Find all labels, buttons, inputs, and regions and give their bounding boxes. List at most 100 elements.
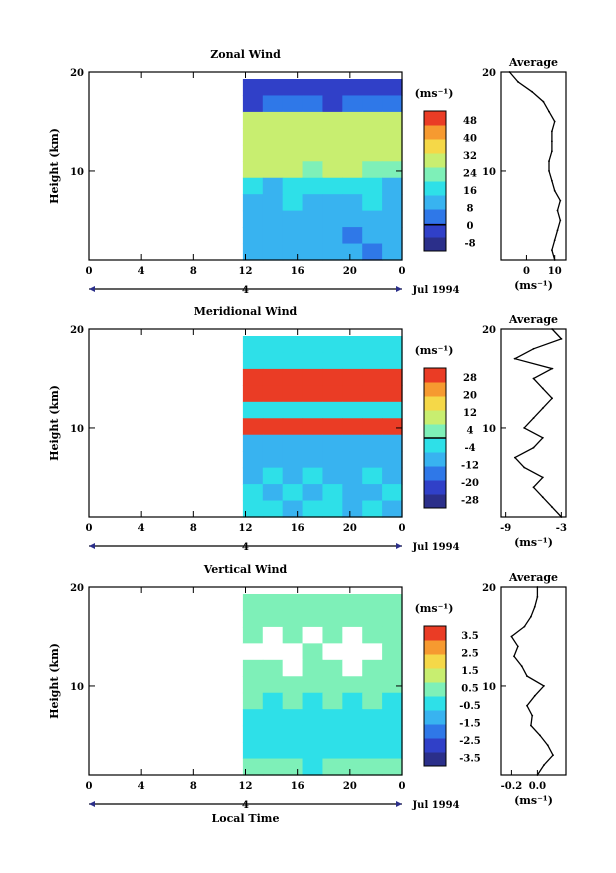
heatmap-cell [262, 418, 284, 436]
heatmap-cell [322, 352, 343, 370]
heatmap-cell [262, 709, 284, 727]
heatmap-cell [302, 610, 324, 628]
colorbar-band [424, 466, 446, 481]
x-tick-label: 4 [138, 266, 145, 277]
x-tick-label: 0 [86, 266, 93, 277]
profile-point [517, 81, 519, 83]
heatmap-cell [302, 692, 324, 710]
heatmap-cell [262, 368, 284, 386]
profile-point [530, 724, 532, 727]
heatmap-cell [342, 336, 363, 354]
heatmap-cell [342, 676, 363, 694]
heatmap-cell [282, 725, 304, 743]
heatmap-cell [382, 144, 403, 162]
profile-y-tick-label: 20 [482, 68, 496, 79]
heatmap-cell [242, 111, 264, 129]
heatmap-cell [362, 434, 383, 452]
heatmap-cell [262, 643, 284, 661]
heatmap-cell [342, 742, 363, 760]
x-tick-label: 0 [399, 523, 406, 534]
heatmap-cell [362, 144, 383, 162]
heatmap [242, 336, 403, 518]
heatmap-cell [242, 676, 264, 694]
profile-point [541, 476, 544, 479]
colorbar-band [424, 153, 446, 168]
heatmap-cell [322, 758, 343, 776]
heatmap-cell [322, 336, 343, 354]
colorbar-tick-label: -20 [461, 478, 479, 489]
profile-point [551, 130, 553, 133]
profile-point [551, 179, 553, 182]
heatmap-cell [322, 594, 343, 612]
heatmap-cell [242, 243, 264, 261]
heatmap-cell [242, 401, 264, 419]
date-bar-arrow [396, 543, 402, 549]
heatmap-cell [302, 484, 324, 502]
colorbar-band [424, 223, 446, 238]
colorbar-tick-label: 48 [463, 116, 477, 127]
profile-point [541, 496, 544, 499]
heatmap-cell [302, 500, 324, 518]
profile-x-tick-label: 0.0 [529, 781, 546, 792]
heatmap-cell [302, 79, 324, 97]
profile-point [536, 586, 539, 588]
heatmap-cell [342, 594, 363, 612]
heatmap-cell [282, 610, 304, 628]
heatmap-cell [322, 643, 343, 661]
heatmap-cell [302, 643, 324, 661]
date-bar-arrow [89, 543, 95, 549]
heatmap-cell [282, 500, 304, 518]
heatmap-cell [282, 418, 304, 436]
profile-point [533, 605, 536, 608]
colorbar-band [424, 480, 446, 495]
heatmap-cell [302, 742, 324, 760]
heatmap-cell [262, 79, 284, 97]
heatmap-cell [262, 451, 284, 469]
heatmap-cell [322, 434, 343, 452]
colorbar-tick-label: -28 [461, 495, 479, 506]
heatmap-cell [342, 434, 363, 452]
colorbar-tick-label: 16 [463, 186, 477, 197]
profile-point [531, 90, 533, 93]
heatmap-cell [302, 451, 324, 469]
heatmap-cell [322, 676, 343, 694]
heatmap-cell [302, 227, 324, 245]
heatmap-cell [262, 594, 284, 612]
heatmap-cell [342, 610, 363, 628]
profile-point [551, 397, 553, 400]
profile-point [532, 377, 535, 380]
profile-frame [500, 328, 567, 518]
colorbar-band [424, 452, 446, 467]
heatmap-cell [362, 227, 383, 245]
heatmap-cell [242, 144, 264, 162]
heatmap-cell [322, 144, 343, 162]
heatmap-cell [362, 95, 383, 113]
heatmap-cell [362, 725, 383, 743]
profile-point [559, 219, 562, 222]
heatmap-cell [262, 227, 284, 245]
colorbar-band [424, 668, 446, 683]
heatmap-cell [382, 742, 403, 760]
heatmap-cell [342, 643, 363, 661]
heatmap-cell [302, 144, 324, 162]
heatmap-cell [382, 610, 403, 628]
profile-point [541, 407, 544, 410]
heatmap-cell [302, 210, 324, 228]
heatmap-cell [322, 418, 343, 436]
x-axis-label: Local Time [212, 812, 280, 825]
heatmap-cell [282, 79, 304, 97]
heatmap-cell [362, 177, 383, 195]
heatmap-cell [282, 709, 304, 727]
heatmap-cell [382, 111, 403, 129]
profile-point [541, 436, 544, 439]
heatmap-cell [322, 128, 343, 146]
profile-title: Average [508, 56, 558, 69]
colorbar-tick-label: 40 [463, 133, 477, 144]
heatmap-cell [242, 418, 264, 436]
colorbar-band [424, 167, 446, 182]
heatmap-cell [322, 111, 343, 129]
colorbar-tick-label: 2.5 [461, 648, 478, 659]
heatmap-cell [262, 742, 284, 760]
colorbar-band [424, 640, 446, 655]
profile-line [509, 71, 561, 261]
